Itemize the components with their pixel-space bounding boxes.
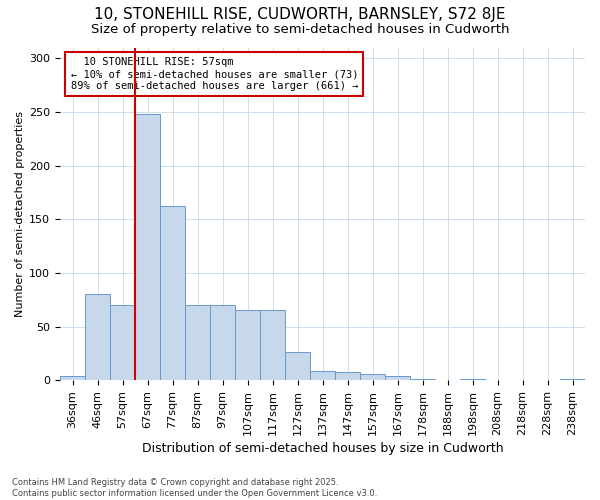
Bar (335, 372, 360, 380)
Bar (285, 352, 310, 380)
Bar (460, 379, 485, 380)
Bar (560, 379, 585, 380)
Text: 10 STONEHILL RISE: 57sqm
← 10% of semi-detached houses are smaller (73)
89% of s: 10 STONEHILL RISE: 57sqm ← 10% of semi-d… (71, 58, 358, 90)
Bar (110, 305, 135, 380)
Bar (310, 370, 335, 380)
Text: Size of property relative to semi-detached houses in Cudworth: Size of property relative to semi-detach… (91, 22, 509, 36)
Bar (385, 376, 410, 380)
Bar (210, 305, 235, 380)
Bar (260, 310, 285, 380)
Bar (135, 114, 160, 380)
Text: Contains HM Land Registry data © Crown copyright and database right 2025.
Contai: Contains HM Land Registry data © Crown c… (12, 478, 377, 498)
Bar (410, 379, 435, 380)
Bar (60, 376, 85, 380)
Y-axis label: Number of semi-detached properties: Number of semi-detached properties (15, 111, 25, 317)
Bar (235, 310, 260, 380)
X-axis label: Distribution of semi-detached houses by size in Cudworth: Distribution of semi-detached houses by … (142, 442, 503, 455)
Text: 10, STONEHILL RISE, CUDWORTH, BARNSLEY, S72 8JE: 10, STONEHILL RISE, CUDWORTH, BARNSLEY, … (94, 8, 506, 22)
Bar (160, 206, 185, 380)
Bar (85, 294, 110, 380)
Bar (185, 305, 210, 380)
Bar (360, 374, 385, 380)
